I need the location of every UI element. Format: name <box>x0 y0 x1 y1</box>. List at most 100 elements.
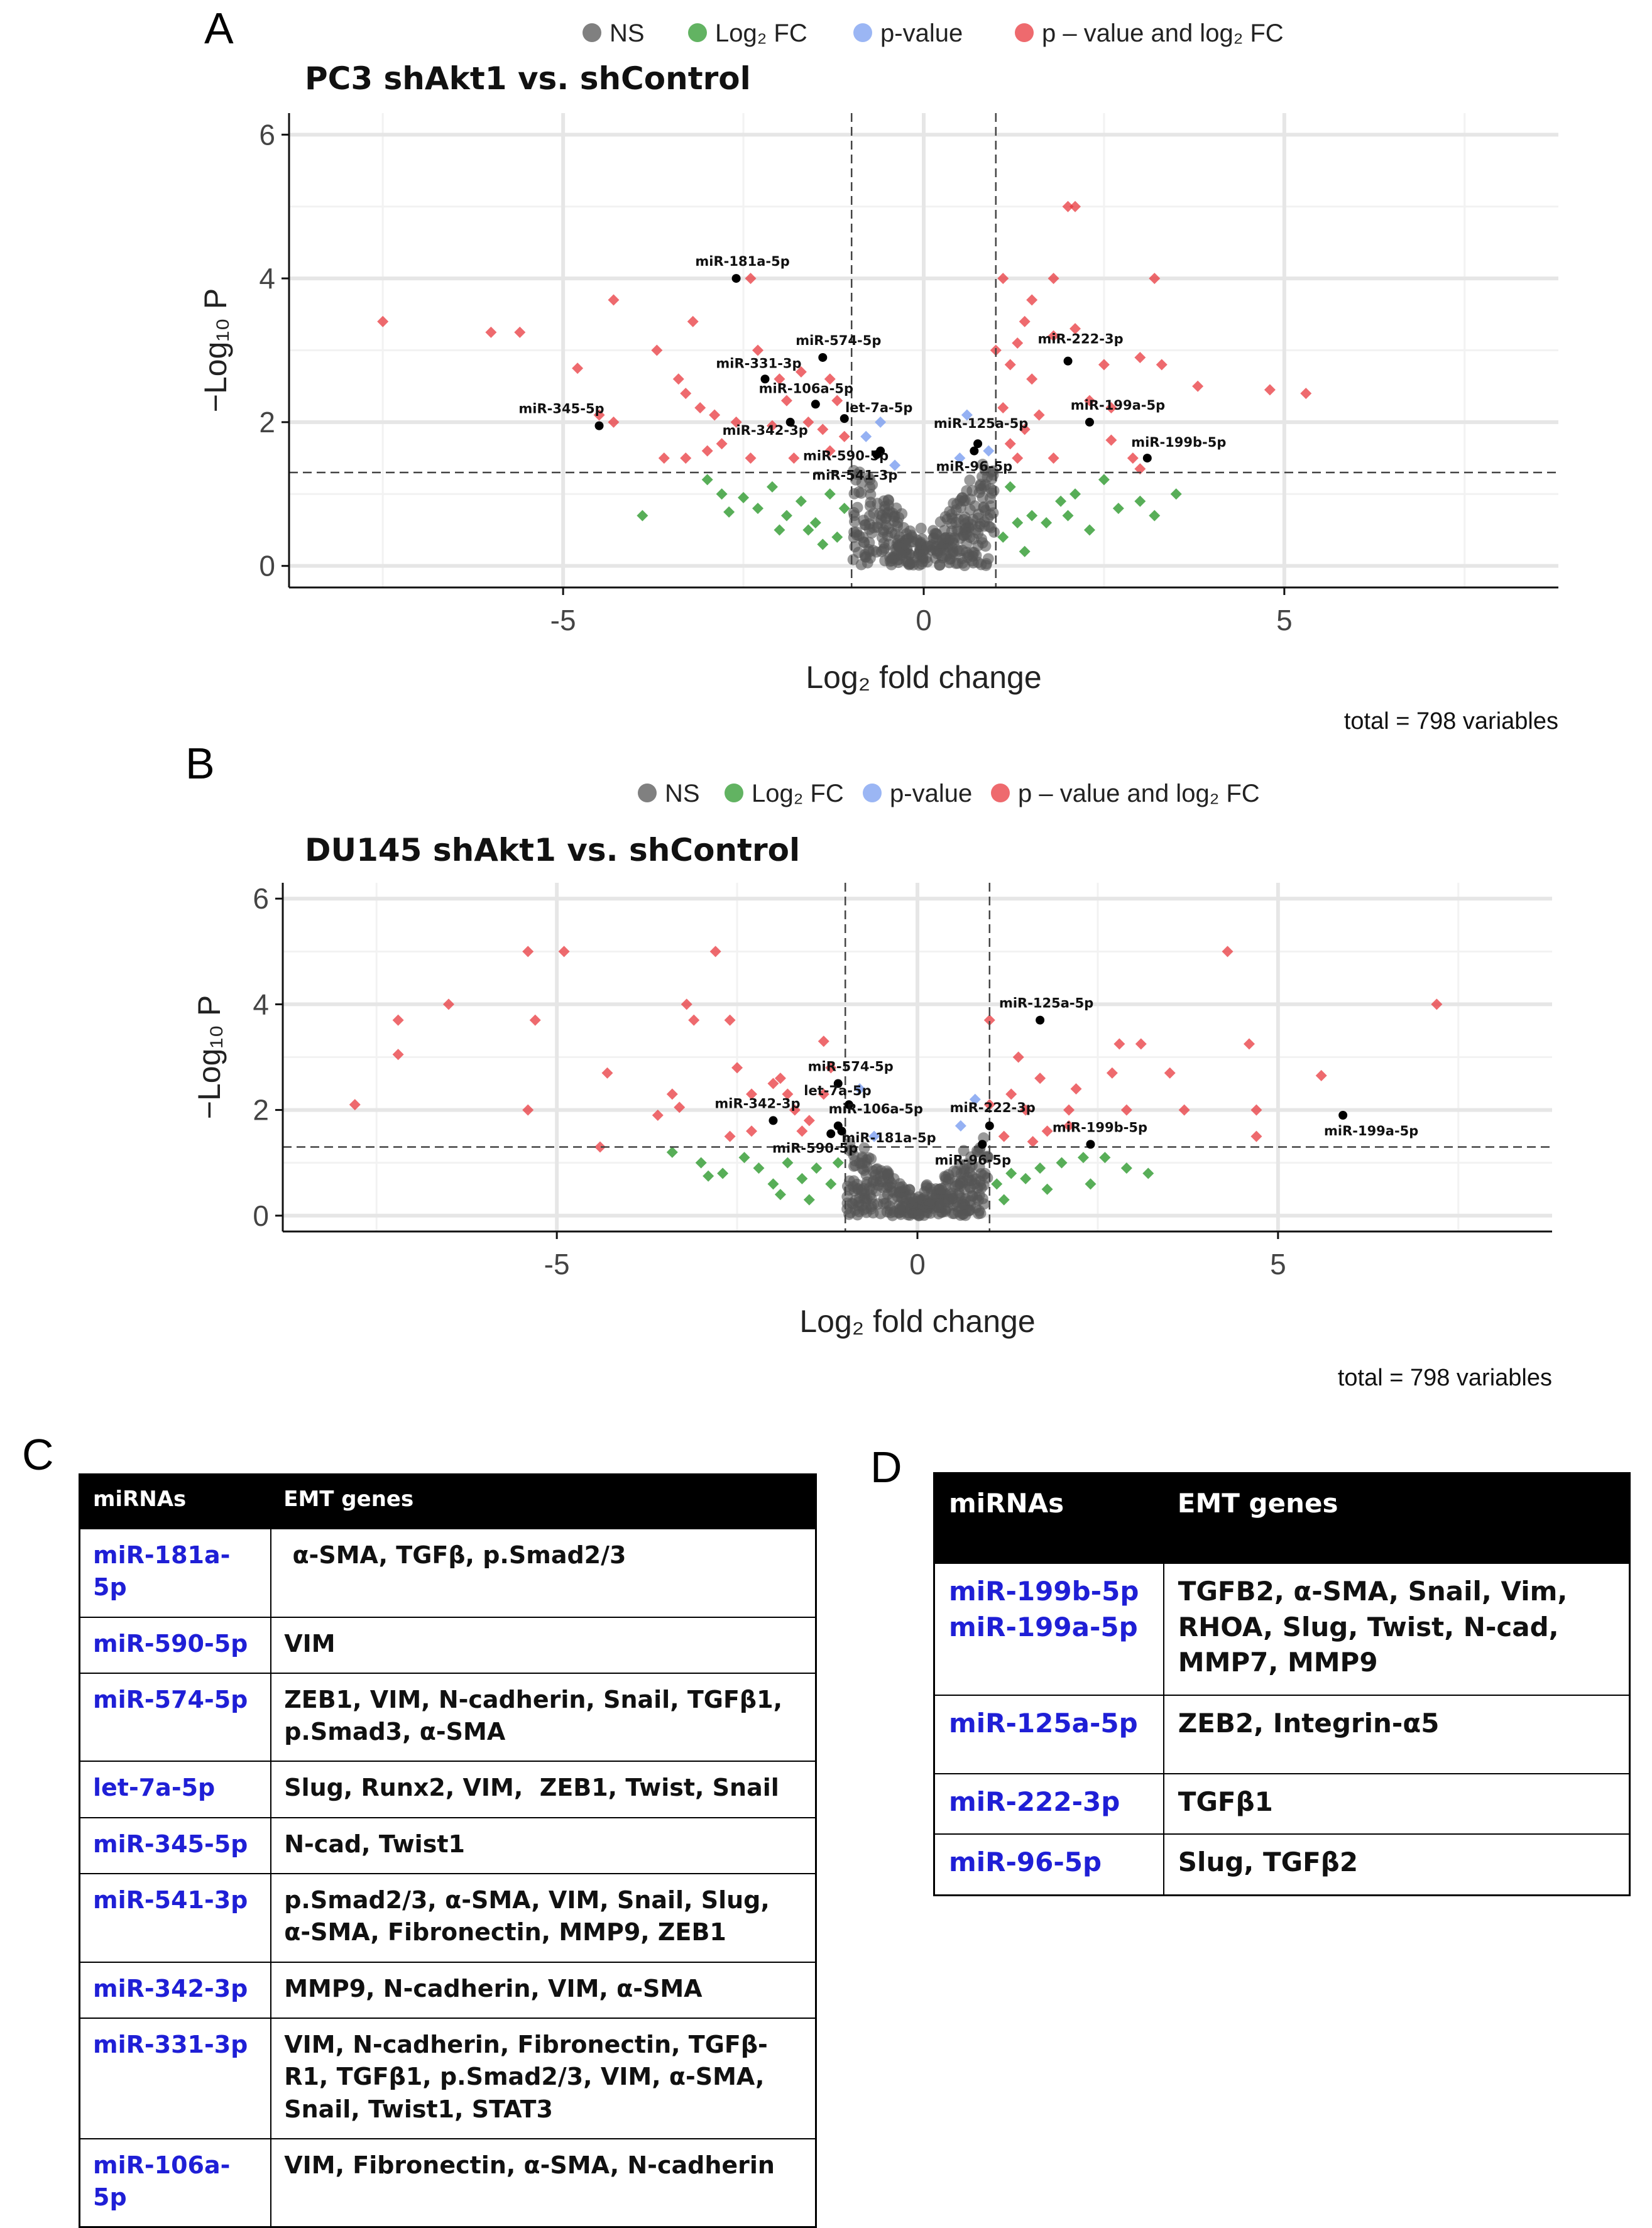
log2fc-point <box>832 1157 844 1169</box>
ns-point <box>912 1191 924 1203</box>
table-row: miR-345-5p N-cad, Twist1 <box>79 1816 817 1875</box>
log2fc-point <box>766 481 778 493</box>
labeled-point <box>760 374 770 384</box>
log2fc-point <box>1062 510 1074 522</box>
gridlines <box>283 883 1552 1231</box>
significant-point <box>672 373 684 385</box>
significant-point <box>514 326 526 338</box>
ns-point <box>941 550 953 562</box>
significant-point <box>1264 384 1276 396</box>
significant-point <box>818 1035 829 1047</box>
ns-point <box>973 520 985 532</box>
pvalue-point <box>955 1120 966 1132</box>
ns-point <box>940 1174 952 1186</box>
significant-point <box>1062 200 1074 212</box>
ns-point <box>865 1153 877 1165</box>
labeled-point <box>818 352 828 362</box>
ns-point <box>894 1186 906 1198</box>
log2fc-points <box>637 474 1182 557</box>
significant-point <box>1063 1120 1075 1132</box>
ns-point <box>870 1164 882 1176</box>
significant-point <box>666 1088 678 1100</box>
ns-point <box>966 1190 978 1202</box>
ns-point <box>848 1160 860 1172</box>
ns-point <box>888 1173 900 1185</box>
significant-point <box>1135 1038 1147 1050</box>
log2fc-point <box>809 517 821 529</box>
significant-point <box>377 315 389 327</box>
log2fc-point <box>1085 1178 1097 1190</box>
ns-point <box>843 1175 855 1187</box>
ns-point <box>972 512 984 524</box>
significant-point <box>1127 452 1139 464</box>
significant-point <box>485 326 497 338</box>
significant-point <box>680 388 692 400</box>
log2fc-point <box>1149 510 1161 522</box>
point-label: miR-574-5p <box>808 1059 894 1074</box>
point-label: miR-574-5p <box>796 333 881 348</box>
significant-point <box>1113 1038 1125 1050</box>
ns-point <box>876 532 888 543</box>
significant-point <box>731 1062 743 1074</box>
genes-cell: ZEB1, VIM, N-cadherin, Snail, TGFβ1, p.S… <box>270 1672 817 1762</box>
significant-point <box>1250 1130 1262 1142</box>
significant-point <box>674 1101 686 1113</box>
genes-cell: MMP9, N-cadherin, VIM, α-SMA <box>270 1961 817 2019</box>
significant-point <box>782 1088 794 1100</box>
labeled-point <box>731 274 741 283</box>
significant-point <box>681 998 692 1010</box>
significant-point <box>802 416 814 428</box>
ns-point <box>988 526 1000 538</box>
significant-point <box>1431 998 1443 1010</box>
significant-point <box>745 452 757 464</box>
ns-point <box>863 523 875 535</box>
point-label: miR-342-3p <box>714 1096 800 1111</box>
point-label: miR-331-3p <box>716 356 801 371</box>
ns-point <box>855 487 867 499</box>
mirna-cell: miR-125a-5p <box>933 1695 1164 1774</box>
log2fc-point <box>1112 503 1124 515</box>
significant-point <box>709 409 721 421</box>
significant-point <box>817 423 829 435</box>
legend: NS Log₂ FC p-value p – value and log₂ FC <box>638 780 1260 807</box>
volcano-plot-pc3: NS Log₂ FC p-value p – value and log₂ FC PC3… <box>198 19 1558 734</box>
significant-point <box>1020 1104 1032 1116</box>
header-emt-genes: EMT genes <box>271 1474 816 1529</box>
labeled-point <box>1142 454 1152 463</box>
labeled-point <box>1085 417 1094 427</box>
mirna-199b: miR-199b-5p <box>949 1576 1139 1607</box>
ns-point <box>878 1193 890 1204</box>
ns-point <box>975 1207 987 1219</box>
significant-point <box>1069 323 1081 335</box>
log2fc-point <box>1077 1152 1089 1164</box>
log2fc-point <box>717 1167 729 1179</box>
table-row: let-7a-5p Slug, Runx2, VIM, ZEB1, Twist,… <box>79 1761 817 1818</box>
log2fc-point <box>716 488 728 500</box>
log2fc-point <box>1041 1183 1053 1195</box>
ns-points <box>847 459 1000 572</box>
significant-point <box>680 452 692 464</box>
point-label: miR-590-5p <box>772 1140 858 1155</box>
genes-cell: VIM <box>270 1616 817 1674</box>
legend-ns-label: NS <box>665 780 700 807</box>
log2fc-point <box>753 1162 765 1174</box>
y-tick-label: 4 <box>253 988 269 1020</box>
mirna-199a: miR-199a-5p <box>949 1611 1138 1642</box>
significant-point <box>745 273 757 285</box>
mirna-cell: miR-181a-5p <box>79 1528 272 1618</box>
ns-point <box>934 516 946 528</box>
table-row: miR-342-3p MMP9, N-cadherin, VIM, α-SMA <box>79 1961 817 2019</box>
ns-point <box>915 522 927 534</box>
mirna-cell: miR-199b-5p miR-199a-5p <box>933 1562 1164 1696</box>
labeled-point <box>785 417 795 427</box>
log2fc-point <box>991 1178 1003 1190</box>
significant-point <box>997 273 1009 285</box>
panel-letter-a: A <box>204 4 234 53</box>
significant-point <box>694 402 706 414</box>
significant-point <box>1019 315 1031 327</box>
mirna-cell: miR-331-3p <box>79 2017 272 2139</box>
ns-point <box>951 543 963 555</box>
panel-letter-d: D <box>870 1443 902 1492</box>
labeled-point <box>594 421 604 430</box>
point-label: miR-106a-5p <box>829 1101 923 1117</box>
